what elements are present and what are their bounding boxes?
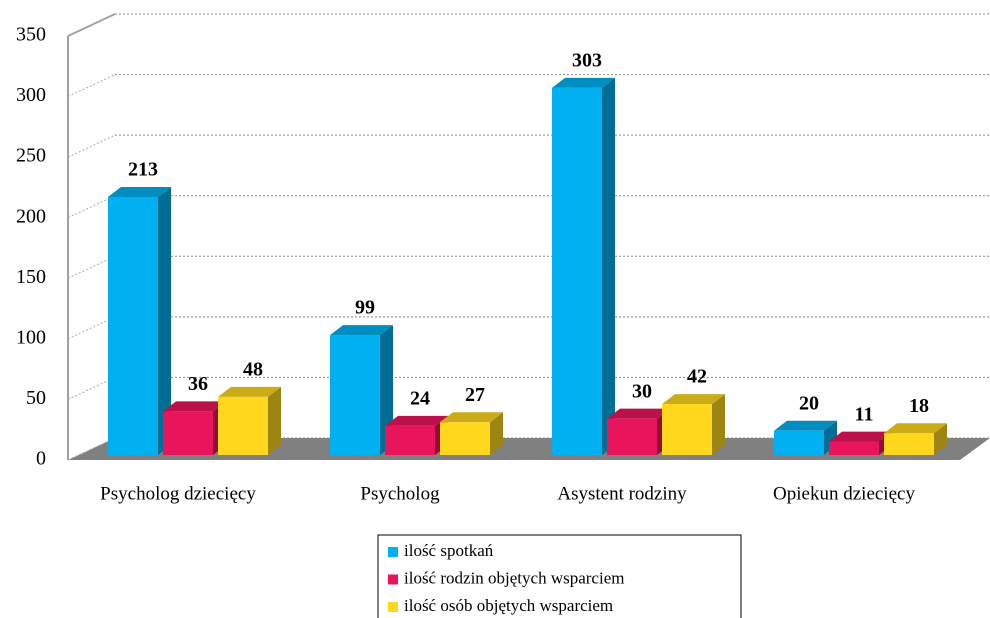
value-label: 213 [128, 159, 158, 181]
bar [218, 396, 268, 455]
y-tick-label: 300 [16, 84, 46, 106]
bar [774, 430, 824, 455]
bar-top [884, 423, 947, 434]
bar-top [218, 386, 281, 397]
legend-swatch [388, 574, 398, 585]
grid-depth [67, 74, 116, 98]
value-label: 303 [572, 50, 602, 72]
value-label: 20 [799, 392, 819, 414]
bar-top [662, 394, 725, 405]
value-label: 42 [687, 366, 707, 388]
grid-depth [67, 195, 116, 219]
bar-side [934, 423, 947, 455]
bar-top [552, 77, 615, 88]
y-tick-label: 200 [16, 205, 46, 227]
y-tick-label: 150 [16, 266, 46, 288]
x-tick-label: Psycholog [360, 483, 440, 504]
legend-label: ilość osób objętych wsparciem [404, 596, 613, 615]
bar-side [712, 394, 725, 455]
grid-depth [67, 316, 116, 340]
bar [829, 441, 879, 455]
x-tick-label: Opiekun dziecięcy [773, 483, 915, 504]
bar [108, 196, 158, 456]
bar-top [829, 431, 892, 442]
floor [68, 438, 990, 460]
x-tick-label: Psycholog dziecięcy [100, 483, 256, 504]
y-tick-label: 100 [16, 326, 46, 348]
y-tick-label: 350 [16, 24, 46, 46]
bar-top [607, 408, 670, 419]
value-label: 18 [909, 395, 929, 417]
value-label: 48 [243, 358, 263, 380]
bar-side [602, 77, 615, 456]
bar-top [774, 420, 837, 431]
bar [884, 433, 934, 455]
y-tick-label: 0 [36, 448, 46, 470]
legend-swatch [388, 547, 398, 557]
legend-label: ilość rodzin objętych wsparciem [404, 568, 624, 587]
bar-top [385, 415, 448, 426]
bar [330, 335, 380, 455]
bar [163, 411, 213, 455]
legend-box [377, 534, 742, 618]
value-label: 30 [632, 380, 652, 402]
bar [552, 87, 602, 456]
bar [385, 425, 435, 455]
grid-depth [67, 437, 116, 461]
value-label: 36 [188, 373, 208, 395]
value-label: 27 [465, 384, 485, 406]
bar-side [268, 386, 281, 455]
y-tick-label: 50 [26, 387, 46, 409]
bar [440, 422, 490, 455]
bar-top [330, 325, 393, 336]
x-tick-label: Asystent rodziny [557, 483, 687, 504]
value-label: 99 [355, 297, 375, 319]
grid-depth [67, 376, 116, 400]
grid-depth [67, 255, 116, 279]
legend-label: ilość spotkań [404, 541, 494, 560]
value-label: 11 [855, 403, 874, 425]
legend-swatch [388, 602, 398, 612]
y-tick-label: 250 [16, 145, 46, 167]
bar-top [440, 412, 503, 423]
bar-top [108, 186, 171, 197]
bar-side [490, 412, 503, 455]
bar [662, 404, 712, 455]
value-label: 24 [410, 388, 430, 410]
grid-depth [67, 13, 116, 37]
bar [607, 418, 657, 455]
bar-top [163, 401, 226, 412]
grid-depth [67, 134, 116, 158]
bar-side [158, 186, 171, 456]
